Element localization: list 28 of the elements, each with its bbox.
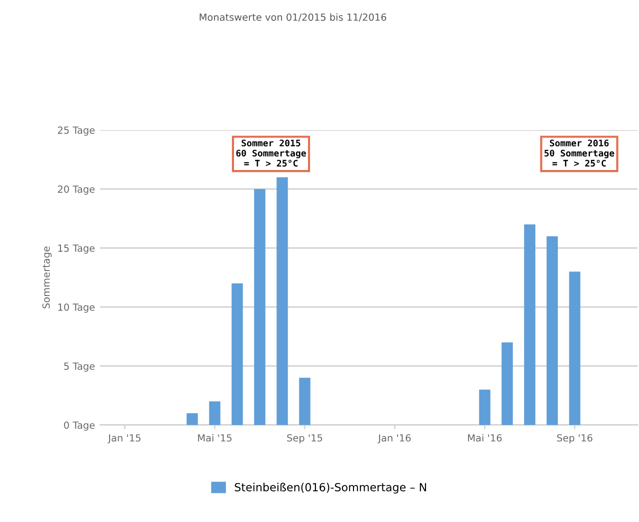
x-tick-label: Sep '16 <box>557 434 592 444</box>
x-tick-label: Mai '15 <box>198 434 232 442</box>
y-axis-title: Sommertage <box>42 246 52 308</box>
bar <box>209 401 220 425</box>
bar <box>186 413 198 425</box>
bar <box>232 283 243 425</box>
y-tick-label: 0 Tage <box>64 421 95 431</box>
x-tick-label: Mai '16 <box>468 434 502 442</box>
bar <box>524 224 536 425</box>
legend-label: Steinbeißen(016)-Sommertage – N <box>234 482 426 494</box>
bar <box>569 272 580 425</box>
y-tick-label: 15 Tage <box>58 244 95 254</box>
y-tick-label: 25 Tage <box>58 126 95 136</box>
x-tick-label: Jan '15 <box>108 434 140 444</box>
bar <box>479 390 490 425</box>
bar <box>546 236 558 425</box>
bar <box>276 177 288 425</box>
x-tick-label: Jan '16 <box>378 434 411 444</box>
x-tick-label: Sep '15 <box>287 434 322 444</box>
y-tick-label: 5 Tage <box>64 362 95 372</box>
annotation: Sommer 2015 60 Sommertage = T > 25°C <box>236 140 306 167</box>
bar <box>502 342 513 425</box>
y-tick-label: 20 Tage <box>58 185 95 195</box>
annotation: Sommer 2016 50 Sommertage = T > 25°C <box>544 140 614 167</box>
chart-title: Monatswerte von 01/2015 bis 11/2016 <box>200 13 386 22</box>
bar <box>254 189 266 425</box>
y-tick-label: 10 Tage <box>58 303 95 313</box>
bar <box>299 378 310 425</box>
